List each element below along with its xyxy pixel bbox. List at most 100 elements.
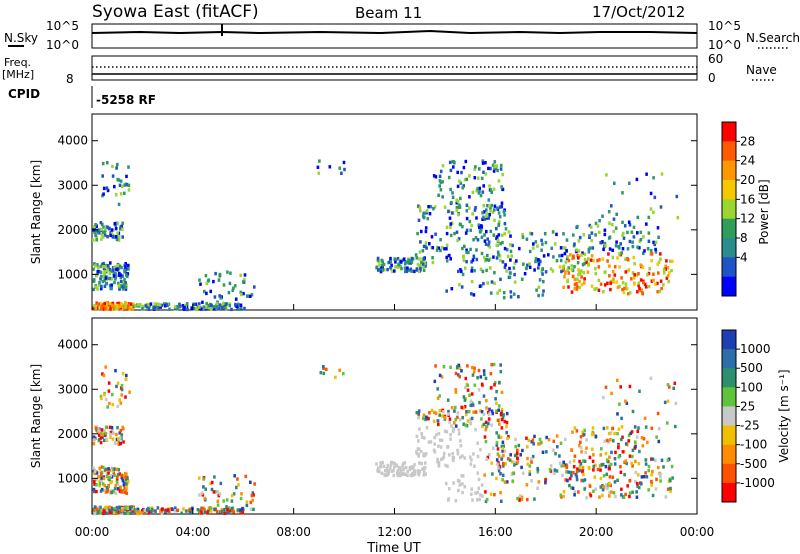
power-echo-cell: [458, 222, 462, 226]
velocity-echo-cell: [502, 453, 505, 458]
power-echo-cell: [601, 240, 604, 244]
power-echo-cell: [526, 263, 529, 267]
power-echo-cell: [147, 302, 151, 307]
power-echo-cell: [106, 268, 109, 273]
velocity-echo-cell: [437, 463, 441, 468]
power-echo-cell: [185, 305, 189, 309]
velocity-echo-cell: [503, 449, 507, 453]
power-echo-cell: [640, 288, 643, 292]
power-echo-cell: [473, 167, 476, 171]
velocity-echo-cell: [480, 382, 484, 386]
velocity-echo-cell: [596, 467, 600, 472]
power-echo-cell: [583, 257, 587, 262]
velocity-echo-cell: [621, 450, 625, 454]
power-echo-cell: [577, 239, 581, 243]
velocity-echo-cell: [480, 483, 484, 487]
power-echo-cell: [222, 283, 226, 287]
velocity-echo-cell: [390, 469, 394, 473]
velocity-echo-cell: [428, 411, 431, 415]
velocity-echo-cell: [503, 480, 507, 484]
velocity-echo-cell: [477, 388, 481, 392]
power-echo-cell: [456, 184, 460, 189]
power-echo-cell: [490, 203, 493, 208]
power-echo-cell: [675, 194, 679, 199]
power-echo-cell: [127, 165, 130, 169]
velocity-colorbar-label: Velocity [m s⁻¹]: [777, 369, 791, 462]
power-echo-cell: [576, 277, 579, 281]
velocity-echo-cell: [412, 469, 416, 474]
velocity-echo-cell: [521, 448, 524, 453]
power-colorbar-tick-label: 20: [740, 173, 755, 187]
power-echo-cell: [578, 235, 582, 240]
velocity-echo-cell: [599, 468, 602, 472]
velocity-echo-cell: [507, 457, 510, 461]
power-echo-cell: [99, 221, 103, 225]
velocity-echo-cell: [466, 388, 470, 392]
power-echo-cell: [575, 248, 578, 252]
velocity-echo-cell: [415, 434, 419, 439]
power-echo-cell: [125, 305, 128, 310]
power-echo-cell: [114, 275, 118, 279]
velocity-echo-cell: [92, 469, 95, 473]
velocity-echo-cell: [212, 490, 216, 494]
velocity-echo-cell: [492, 362, 496, 367]
power-echo-cell: [664, 264, 667, 268]
power-echo-cell: [342, 160, 346, 165]
velocity-echo-cell: [627, 439, 630, 443]
velocity-echo-cell: [617, 446, 620, 450]
power-echo-cell: [612, 277, 615, 281]
power-echo-cell: [656, 281, 659, 286]
velocity-echo-cell: [654, 458, 657, 463]
velocity-echo-cell: [485, 398, 488, 403]
power-echo-cell: [642, 280, 645, 285]
power-echo-cell: [127, 183, 131, 187]
power-echo-cell: [495, 164, 498, 168]
power-echo-cell: [437, 246, 441, 250]
power-echo-cell: [231, 288, 235, 293]
velocity-echo-cell: [109, 480, 112, 485]
power-echo-cell: [567, 271, 571, 275]
velocity-echo-cell: [149, 506, 152, 510]
power-echo-cell: [165, 303, 169, 307]
velocity-echo-cell: [433, 435, 436, 440]
velocity-echo-cell: [470, 492, 473, 496]
velocity-echo-cell: [649, 376, 653, 380]
velocity-echo-cell: [505, 411, 509, 416]
power-echo-cell: [540, 269, 543, 274]
power-echo-cell: [98, 280, 101, 285]
power-echo-cell: [428, 212, 432, 216]
velocity-echo-cell: [645, 475, 649, 479]
velocity-echo-cell: [106, 489, 109, 494]
velocity-echo-cell: [609, 438, 612, 442]
power-echo-cell: [456, 238, 459, 243]
power-echo-cell: [495, 256, 499, 260]
power-echo-cell: [432, 174, 436, 178]
power-echo-cell: [498, 205, 502, 209]
power-echo-cell: [121, 235, 124, 239]
velocity-echo-cell: [496, 447, 500, 451]
velocity-colorbar-tick-label: 500: [740, 361, 763, 375]
velocity-echo-cell: [220, 509, 224, 514]
nave-right-tick-bottom: 0: [708, 71, 716, 85]
velocity-echo-cell: [497, 404, 501, 408]
velocity-echo-cell: [579, 446, 583, 450]
velocity-echo-cell: [110, 508, 113, 513]
power-echo-cell: [206, 279, 210, 283]
velocity-echo-cell: [450, 406, 454, 410]
velocity-echo-cell: [96, 510, 100, 514]
power-echo-cell: [492, 187, 496, 191]
velocity-echo-cell: [481, 494, 484, 498]
power-echo-cell: [513, 280, 517, 284]
power-echo-cell: [439, 248, 442, 253]
velocity-echo-cell: [109, 430, 113, 435]
power-echo-cell: [223, 303, 226, 307]
power-echo-cell: [602, 247, 605, 252]
power-echo-cell: [111, 164, 114, 169]
velocity-y-tick-label: 4000: [57, 338, 88, 352]
power-echo-cell: [468, 174, 471, 178]
velocity-echo-cell: [103, 438, 106, 443]
velocity-echo-cell: [102, 476, 106, 481]
power-echo-cell: [487, 258, 491, 262]
power-echo-cell: [201, 300, 204, 304]
velocity-echo-cell: [95, 507, 99, 511]
